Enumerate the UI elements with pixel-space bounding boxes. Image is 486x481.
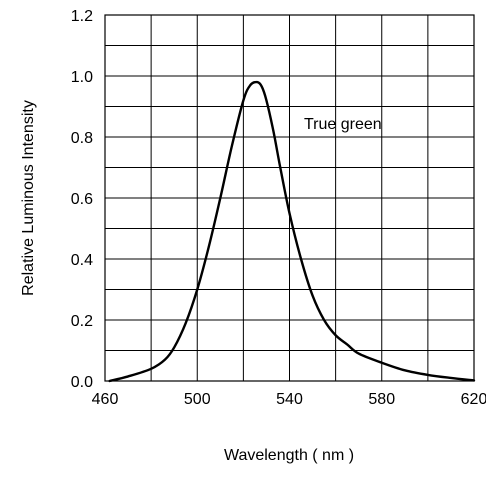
- x-tick-label: 580: [368, 391, 395, 408]
- y-tick-label: 0.0: [71, 374, 93, 391]
- grid-lines: [104, 14, 475, 382]
- y-tick-label: 1.2: [71, 8, 93, 25]
- y-axis-title: Relative Luminous Intensity: [20, 100, 37, 296]
- x-tick-label: 460: [92, 391, 119, 408]
- x-tick-labels: 460 500 540 580 620: [92, 391, 486, 408]
- y-tick-label: 0.6: [71, 191, 93, 208]
- series-layer: [108, 80, 476, 383]
- x-tick-label: 500: [184, 391, 211, 408]
- x-tick-label: 620: [461, 391, 486, 408]
- y-tick-labels: 0.0 0.2 0.4 0.6 0.8 1.0 1.2: [71, 8, 93, 391]
- y-tick-label: 0.4: [71, 252, 93, 269]
- y-tick-label: 1.0: [71, 69, 93, 86]
- series-annotation: True green: [304, 116, 382, 133]
- y-tick-label: 0.2: [71, 313, 93, 330]
- series-line-true-green: [108, 80, 476, 383]
- x-axis-title: Wavelength ( nm ): [224, 447, 354, 464]
- y-tick-label: 0.8: [71, 130, 93, 147]
- x-tick-label: 540: [276, 391, 303, 408]
- plot-frame: [104, 14, 475, 382]
